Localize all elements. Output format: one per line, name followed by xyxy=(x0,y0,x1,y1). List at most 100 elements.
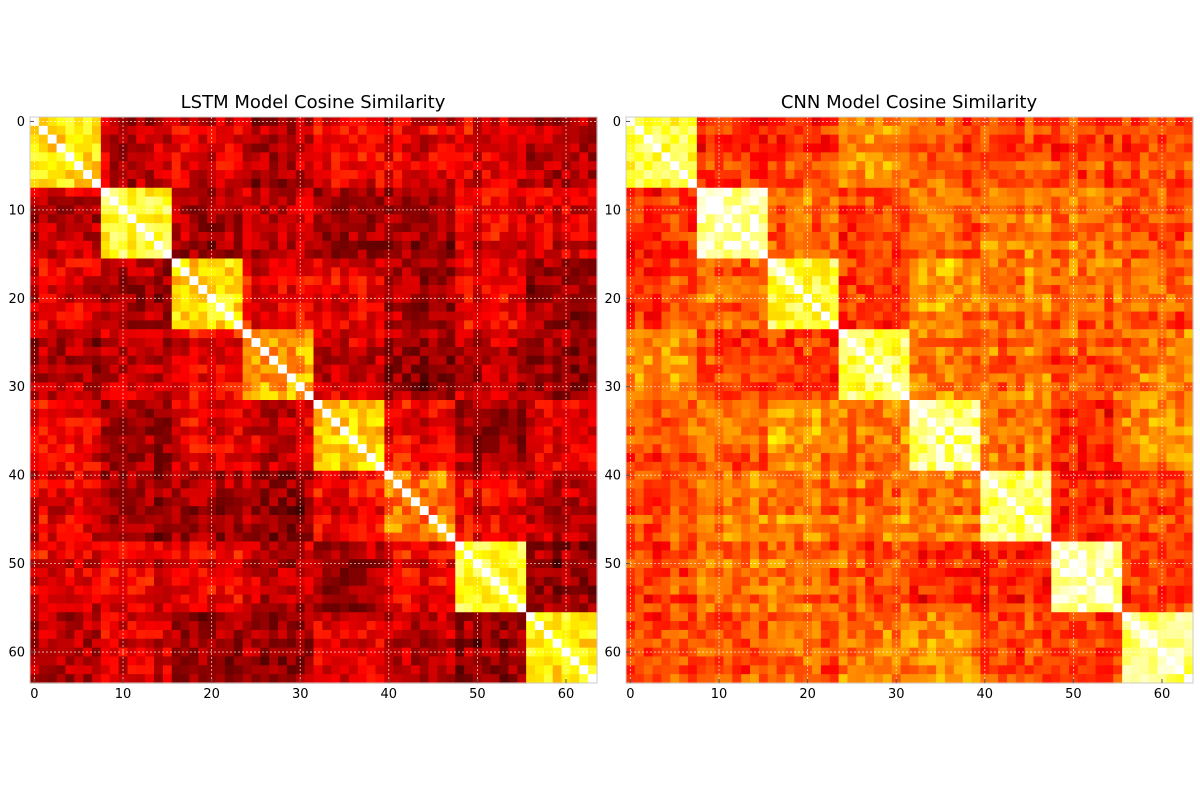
heatmap-cell xyxy=(366,514,377,525)
heatmap-cell xyxy=(348,559,359,569)
heatmap-cell xyxy=(552,470,563,481)
heatmap-cell xyxy=(543,488,554,498)
heatmap-cell xyxy=(260,249,270,260)
heatmap-cell xyxy=(109,461,120,472)
heatmap-cell xyxy=(65,161,75,171)
heatmap-cell xyxy=(304,568,315,578)
heatmap-cell xyxy=(269,568,279,578)
heatmap-cell xyxy=(198,346,208,357)
heatmap-cell xyxy=(171,134,182,145)
heatmap-cell xyxy=(295,647,306,658)
heatmap-cell xyxy=(260,117,270,127)
heatmap-cell xyxy=(490,656,501,666)
heatmap-cell xyxy=(455,400,465,410)
heatmap-cell xyxy=(92,612,102,622)
heatmap-cell xyxy=(437,214,447,224)
heatmap-cell xyxy=(154,125,164,136)
heatmap-cell xyxy=(224,240,235,251)
heatmap-cell xyxy=(127,585,137,596)
heatmap-cell xyxy=(189,506,199,516)
heatmap-cell xyxy=(304,276,315,286)
heatmap-cell xyxy=(402,214,412,224)
heatmap-cell xyxy=(171,594,182,604)
heatmap-cell xyxy=(741,152,751,162)
heatmap-cell xyxy=(65,629,75,640)
heatmap-cell xyxy=(74,674,84,684)
heatmap-cell xyxy=(233,594,244,604)
heatmap-cell xyxy=(499,550,510,560)
heatmap-cell xyxy=(936,143,946,153)
heatmap-cell xyxy=(348,470,359,481)
heatmap-cell xyxy=(375,152,385,162)
heatmap-cell xyxy=(561,223,572,233)
heatmap-cell xyxy=(269,550,279,560)
heatmap-cell xyxy=(552,117,563,127)
heatmap-cell xyxy=(92,258,102,268)
heatmap-cell xyxy=(47,568,58,578)
heatmap-cell xyxy=(366,196,377,207)
heatmap-cell xyxy=(865,223,875,233)
heatmap-cell xyxy=(534,214,545,224)
heatmap-cell xyxy=(944,187,955,198)
heatmap-cell xyxy=(419,125,430,136)
heatmap-cell xyxy=(127,346,137,357)
heatmap-cell xyxy=(127,444,137,454)
heatmap-cell xyxy=(278,594,288,604)
heatmap-cell xyxy=(83,453,93,463)
heatmap-cell xyxy=(65,514,75,525)
heatmap-cell xyxy=(579,240,589,251)
heatmap-cell xyxy=(242,161,253,171)
heatmap-cell xyxy=(526,302,536,313)
heatmap-cell xyxy=(1060,161,1070,171)
heatmap-cell xyxy=(38,302,49,313)
heatmap-cell xyxy=(561,178,572,189)
heatmap-cell xyxy=(767,231,778,242)
heatmap-cell xyxy=(278,656,288,666)
heatmap-cell xyxy=(526,444,536,454)
heatmap-cell xyxy=(100,453,111,463)
heatmap-cell xyxy=(251,355,261,366)
heatmap-cell xyxy=(74,488,84,498)
heatmap-cell xyxy=(180,391,191,401)
heatmap-cell xyxy=(207,444,217,454)
heatmap-cell xyxy=(998,196,1008,207)
heatmap-cell xyxy=(83,125,93,136)
heatmap-cell xyxy=(171,621,182,631)
heatmap-cell xyxy=(242,612,253,622)
heatmap-cell xyxy=(233,514,244,525)
heatmap-cell xyxy=(331,355,341,366)
heatmap-cell xyxy=(882,161,893,171)
heatmap-cell xyxy=(552,479,563,490)
heatmap-cell xyxy=(180,488,191,498)
heatmap-cell xyxy=(543,408,554,419)
heatmap-cell xyxy=(127,249,137,260)
heatmap-cell xyxy=(56,479,67,490)
heatmap-cell xyxy=(295,612,306,622)
heatmap-cell xyxy=(260,470,270,481)
heatmap-cell xyxy=(1157,134,1168,145)
heatmap-cell xyxy=(242,240,253,251)
heatmap-cell xyxy=(464,506,474,516)
heatmap-cell xyxy=(464,346,474,357)
heatmap-cell xyxy=(47,223,58,233)
heatmap-cell xyxy=(154,603,164,613)
heatmap-cell xyxy=(278,497,288,507)
heatmap-cell xyxy=(1033,196,1043,207)
heatmap-cell xyxy=(154,576,164,587)
heatmap-cell xyxy=(1148,223,1159,233)
heatmap-cell xyxy=(269,355,279,366)
heatmap-cell xyxy=(1060,170,1070,180)
heatmap-cell xyxy=(552,514,563,525)
heatmap-cell xyxy=(260,568,270,578)
heatmap-cell xyxy=(286,506,297,516)
heatmap-cell xyxy=(162,311,173,321)
heatmap-cell xyxy=(56,311,67,321)
heatmap-cell xyxy=(588,612,598,622)
heatmap-cell xyxy=(741,205,751,215)
heatmap-cell xyxy=(56,152,67,162)
heatmap-cell xyxy=(723,223,733,233)
heatmap-cell xyxy=(384,559,394,569)
heatmap-cell xyxy=(198,541,208,551)
heatmap-cell xyxy=(499,497,510,507)
heatmap-cell xyxy=(410,497,421,507)
